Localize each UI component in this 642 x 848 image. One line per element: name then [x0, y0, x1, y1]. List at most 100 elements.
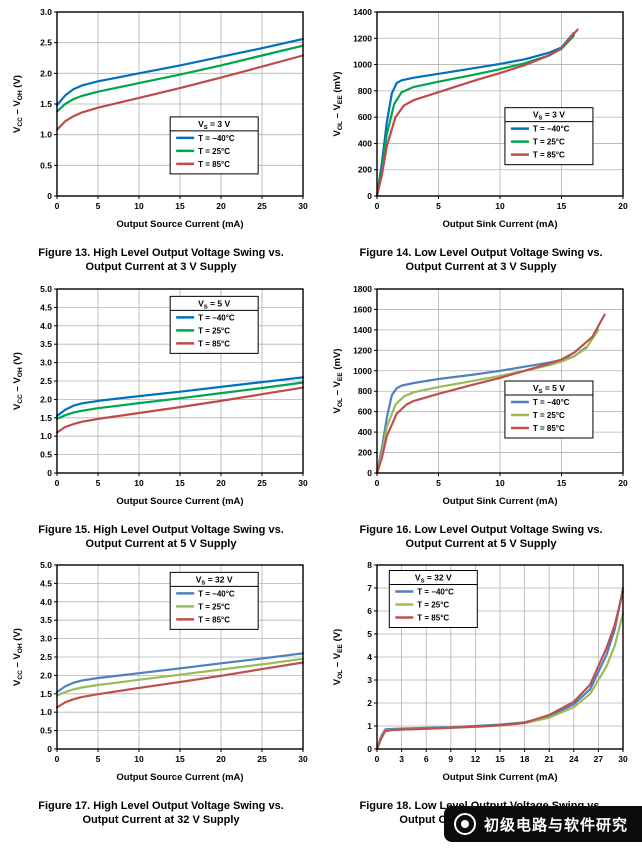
svg-text:T = 85°C: T = 85°C [198, 616, 230, 625]
svg-text:24: 24 [569, 754, 579, 764]
svg-text:18: 18 [520, 754, 530, 764]
svg-text:5.0: 5.0 [40, 560, 52, 570]
svg-text:Output Source Current (mA): Output Source Current (mA) [116, 772, 243, 783]
svg-text:3.0: 3.0 [40, 357, 52, 367]
svg-text:0: 0 [55, 201, 60, 211]
svg-text:3: 3 [367, 675, 372, 685]
svg-text:2.5: 2.5 [40, 652, 52, 662]
svg-text:3: 3 [399, 754, 404, 764]
svg-text:15: 15 [175, 201, 185, 211]
svg-text:1200: 1200 [353, 345, 372, 355]
svg-text:Output Sink Current (mA): Output Sink Current (mA) [442, 772, 557, 783]
figure-18: 0 3 6 9 12 15 18 21 24 27 30 0 1 2 3 4 5 6 7 8 Output Sink C… [326, 557, 636, 828]
figure-16-caption: Figure 16. Low Level Output Voltage Swin… [359, 523, 602, 552]
svg-text:0: 0 [375, 201, 380, 211]
svg-text:10: 10 [495, 201, 505, 211]
svg-text:30: 30 [618, 754, 628, 764]
svg-text:2.5: 2.5 [40, 38, 52, 48]
svg-text:0: 0 [47, 191, 52, 201]
svg-text:T = −40°C: T = −40°C [533, 125, 570, 134]
svg-text:10: 10 [134, 478, 144, 488]
svg-text:21: 21 [544, 754, 554, 764]
svg-text:VS = 32 V: VS = 32 V [196, 575, 233, 587]
svg-text:1.0: 1.0 [40, 130, 52, 140]
svg-text:1400: 1400 [353, 324, 372, 334]
svg-text:T = 25°C: T = 25°C [533, 411, 565, 420]
svg-text:0: 0 [367, 191, 372, 201]
svg-text:6: 6 [424, 754, 429, 764]
svg-text:1000: 1000 [353, 60, 372, 70]
chart-figure-15: 0 5 10 15 20 25 30 0 0.5 1.0 1.5 2.0 2.5 3.0 3.5 4.0 4.5… [10, 281, 312, 517]
watermark-text: 初级电路与软件研究 [483, 816, 628, 834]
svg-text:VCC – VOH (V): VCC – VOH (V) [12, 352, 24, 410]
svg-text:20: 20 [618, 478, 628, 488]
svg-text:20: 20 [216, 754, 226, 764]
figure-15: 0 5 10 15 20 25 30 0 0.5 1.0 1.5 2.0 2.5 3.0 3.5 4.0 4.5… [6, 281, 316, 552]
svg-text:4.5: 4.5 [40, 302, 52, 312]
svg-text:T = 85°C: T = 85°C [533, 151, 565, 160]
svg-text:30: 30 [298, 754, 308, 764]
svg-text:20: 20 [618, 201, 628, 211]
figure-14: 0 5 10 15 20 0 200 400 600 800 1000 1200 1400 Output … [326, 4, 636, 275]
watermark-badge: 初级电路与软件研究 [443, 806, 642, 842]
svg-text:30: 30 [298, 478, 308, 488]
svg-text:25: 25 [257, 201, 267, 211]
svg-text:15: 15 [175, 754, 185, 764]
svg-text:27: 27 [594, 754, 604, 764]
svg-text:T = 25°C: T = 25°C [198, 603, 230, 612]
svg-text:0: 0 [367, 744, 372, 754]
caption-line-1: Figure 15. High Level Output Voltage Swi… [38, 523, 284, 536]
svg-text:T = 85°C: T = 85°C [417, 614, 449, 623]
chart-figure-16: 0 5 10 15 20 0 200 400 600 800 1000 1200 1400 1600 180… [330, 281, 632, 517]
svg-text:0: 0 [47, 468, 52, 478]
svg-text:4.0: 4.0 [40, 597, 52, 607]
svg-text:800: 800 [358, 386, 372, 396]
svg-text:1.5: 1.5 [40, 99, 52, 109]
chart-figure-17: 0 5 10 15 20 25 30 0 0.5 1.0 1.5 2.0 2.5 3.0 3.5 4.0 4.5… [10, 557, 312, 793]
svg-text:0: 0 [375, 754, 380, 764]
svg-text:VS = 5 V: VS = 5 V [533, 383, 565, 395]
svg-text:T = 25°C: T = 25°C [417, 601, 449, 610]
svg-text:4: 4 [367, 652, 372, 662]
svg-text:600: 600 [358, 406, 372, 416]
svg-text:T = 85°C: T = 85°C [198, 160, 230, 169]
svg-text:1000: 1000 [353, 365, 372, 375]
svg-text:T = −40°C: T = −40°C [533, 398, 570, 407]
svg-text:2.0: 2.0 [40, 671, 52, 681]
svg-text:15: 15 [495, 754, 505, 764]
svg-text:3.5: 3.5 [40, 339, 52, 349]
svg-text:600: 600 [358, 112, 372, 122]
watermark-logo-icon [453, 813, 476, 835]
svg-text:VCC – VOH (V): VCC – VOH (V) [12, 628, 24, 686]
svg-text:VOL – VEE (mV): VOL – VEE (mV) [332, 72, 344, 137]
svg-text:2.5: 2.5 [40, 376, 52, 386]
svg-text:Output Sink Current (mA): Output Sink Current (mA) [442, 219, 557, 230]
caption-line-2: Output Current at 3 V Supply [85, 261, 237, 274]
svg-text:200: 200 [358, 165, 372, 175]
svg-text:T = −40°C: T = −40°C [198, 313, 235, 322]
chart-figure-13: 0 5 10 15 20 25 30 0 0.5 1.0 1.5 2.0 2.5 3.0 Output So… [10, 4, 312, 240]
svg-text:5: 5 [96, 201, 101, 211]
svg-text:1.5: 1.5 [40, 412, 52, 422]
svg-text:20: 20 [216, 478, 226, 488]
svg-text:1: 1 [367, 721, 372, 731]
figure-15-caption: Figure 15. High Level Output Voltage Swi… [38, 523, 284, 552]
svg-text:T = −40°C: T = −40°C [198, 134, 235, 143]
svg-text:Output Source Current (mA): Output Source Current (mA) [116, 496, 243, 507]
caption-line-2: Output Current at 5 V Supply [85, 537, 237, 550]
svg-text:T = 85°C: T = 85°C [533, 424, 565, 433]
svg-text:15: 15 [557, 478, 567, 488]
svg-text:12: 12 [471, 754, 481, 764]
svg-text:0: 0 [367, 468, 372, 478]
svg-text:T = 25°C: T = 25°C [533, 138, 565, 147]
svg-text:VS = 5 V: VS = 5 V [198, 298, 230, 310]
svg-text:5: 5 [367, 629, 372, 639]
svg-text:Output Sink Current (mA): Output Sink Current (mA) [442, 496, 557, 507]
svg-text:5: 5 [436, 478, 441, 488]
svg-text:6: 6 [367, 606, 372, 616]
figures-grid: 0 5 10 15 20 25 30 0 0.5 1.0 1.5 2.0 2.5 3.0 Output So… [6, 4, 636, 828]
svg-text:1600: 1600 [353, 304, 372, 314]
svg-text:10: 10 [134, 754, 144, 764]
figure-13-caption: Figure 13. High Level Output Voltage Swi… [38, 246, 284, 275]
svg-text:T = 85°C: T = 85°C [198, 339, 230, 348]
